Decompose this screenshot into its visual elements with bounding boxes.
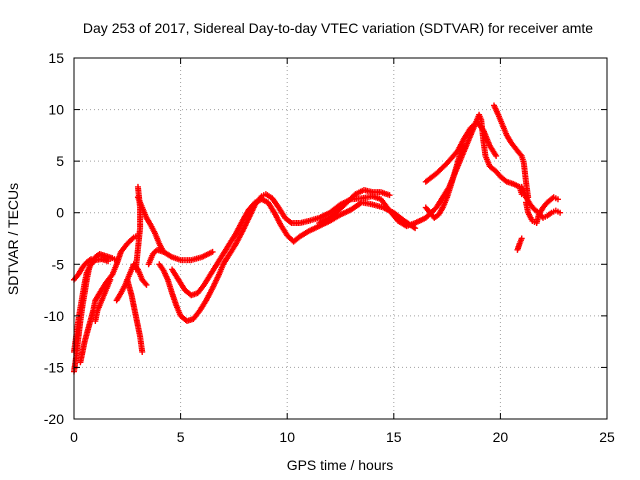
data-point bbox=[107, 276, 114, 283]
y-axis-label: SDTVAR / TECUs bbox=[5, 183, 21, 295]
series-arc-15 bbox=[422, 118, 500, 185]
x-tick-label: 10 bbox=[279, 429, 295, 445]
data-point bbox=[134, 183, 141, 190]
series-arc-16 bbox=[422, 142, 468, 221]
y-tick-label: 0 bbox=[56, 205, 64, 221]
series-arc-5 bbox=[92, 276, 114, 325]
x-tick-label: 15 bbox=[386, 429, 402, 445]
chart-title: Day 253 of 2017, Sidereal Day-to-day VTE… bbox=[83, 20, 593, 36]
x-tick-label: 20 bbox=[493, 429, 509, 445]
plot-frame bbox=[73, 57, 608, 420]
y-tick-label: -20 bbox=[44, 411, 64, 427]
y-tick-label: 10 bbox=[48, 102, 64, 118]
series-arc-3 bbox=[71, 256, 95, 283]
data-point bbox=[287, 218, 294, 225]
series-arc-20 bbox=[514, 235, 525, 253]
data-point bbox=[143, 281, 150, 288]
series-arc-19 bbox=[518, 183, 564, 221]
data-points bbox=[71, 102, 564, 375]
data-point bbox=[461, 142, 468, 149]
data-point bbox=[105, 258, 112, 265]
data-point bbox=[514, 246, 521, 253]
data-point bbox=[142, 280, 149, 287]
data-point bbox=[412, 225, 419, 232]
series-arc-7 bbox=[124, 276, 146, 355]
data-point bbox=[129, 235, 136, 242]
series-arc-18 bbox=[522, 194, 561, 227]
series-arc-13 bbox=[316, 187, 393, 227]
data-point bbox=[88, 256, 95, 263]
data-point bbox=[517, 151, 524, 158]
y-tick-label: 15 bbox=[48, 50, 64, 66]
y-tick-label: -10 bbox=[44, 308, 64, 324]
x-tick-label: 5 bbox=[177, 429, 185, 445]
data-point bbox=[554, 196, 561, 203]
series-arc-12 bbox=[169, 196, 419, 299]
y-tick-label: 5 bbox=[56, 153, 64, 169]
data-point bbox=[493, 152, 500, 159]
grid bbox=[74, 58, 607, 419]
series-arc-10 bbox=[145, 246, 216, 268]
data-point bbox=[209, 248, 216, 255]
y-tick-label: -5 bbox=[52, 256, 65, 272]
data-point bbox=[139, 348, 146, 355]
x-axis-label: GPS time / hours bbox=[287, 457, 394, 473]
axis-ticks: 0 5 10 15 20 25 -20 -15 -10 -5 0 5 10 15 bbox=[44, 50, 615, 445]
y-tick-label: -15 bbox=[44, 359, 64, 375]
x-tick-label: 25 bbox=[599, 429, 615, 445]
series-arc-17 bbox=[491, 102, 532, 201]
data-point bbox=[557, 209, 564, 216]
x-tick-label: 0 bbox=[70, 429, 78, 445]
series-arc-4 bbox=[77, 232, 141, 366]
data-point bbox=[386, 192, 393, 199]
